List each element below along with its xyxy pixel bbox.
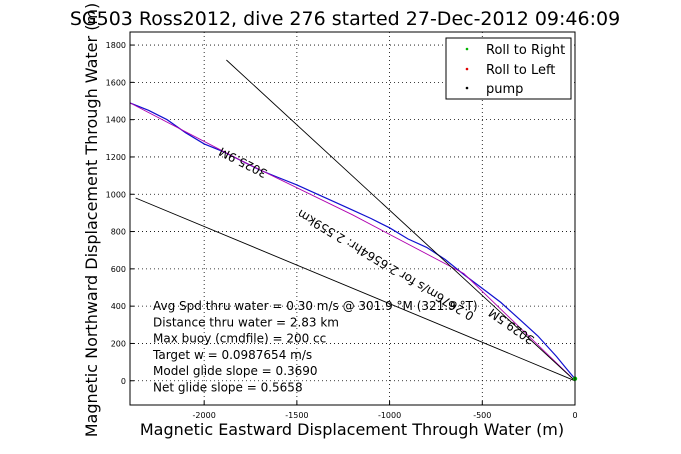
stats-line: Target w = 0.0987654 m/s: [152, 348, 312, 362]
y-tick-label: 0: [121, 377, 126, 386]
x-axis-ticks: -2000 -1500 -1000 -500 0: [193, 401, 578, 420]
chart-title: SG503 Ross2012, dive 276 started 27-Dec-…: [70, 8, 620, 30]
stats-line: Max buoy (cmdfile) = 200 cc: [153, 332, 326, 346]
legend-marker-roll-right: [465, 47, 469, 51]
x-tick-label: -500: [473, 411, 491, 420]
plot-border: [129, 31, 576, 406]
stats-line: Distance thru water = 2.83 km: [153, 315, 339, 329]
stats-line: Net glide slope = 0.5658: [153, 381, 303, 395]
y-axis-label: Magnetic Northward Displacement Through …: [82, 3, 101, 438]
legend-label-roll-right: Roll to Right: [486, 43, 565, 58]
series-line: [129, 102, 576, 380]
stats-block: Avg Spd thru water = 0.30 m/s @ 301.9 °M…: [152, 299, 478, 395]
x-tick-label: -1000: [378, 411, 401, 420]
y-tick-label: 1600: [106, 78, 126, 87]
y-tick-label: 1000: [106, 190, 126, 199]
y-axis-ticks: 0 200 400 600 800 1000 1200 1400 1600 1800: [106, 41, 134, 386]
stats-line: Avg Spd thru water = 0.30 m/s @ 301.9 °M…: [153, 299, 478, 313]
stats-line: Model glide slope = 0.3690: [153, 364, 318, 378]
y-tick-label: 1200: [106, 153, 126, 162]
y-tick-label: 600: [111, 265, 126, 274]
legend-label-pump: pump: [486, 82, 523, 97]
legend-marker-roll-left: [465, 67, 469, 71]
legend-label-roll-left: Roll to Left: [486, 63, 555, 78]
x-tick-label: -1500: [285, 411, 308, 420]
y-tick-label: 400: [111, 302, 126, 311]
legend: Roll to Right Roll to Left pump: [445, 37, 572, 100]
legend-marker-pump: [465, 86, 469, 90]
y-tick-label: 800: [111, 228, 126, 237]
series-line: [129, 102, 576, 382]
series-line: [226, 59, 576, 382]
y-tick-label: 1400: [106, 116, 126, 125]
series-line: [135, 197, 576, 382]
y-tick-label: 200: [111, 339, 126, 348]
data-series: [129, 59, 578, 382]
y-tick-label: 1800: [106, 41, 126, 50]
x-axis-label: Magnetic Eastward Displacement Through W…: [140, 420, 564, 439]
x-tick-label: 0: [572, 411, 577, 420]
x-tick-label: -2000: [193, 411, 216, 420]
